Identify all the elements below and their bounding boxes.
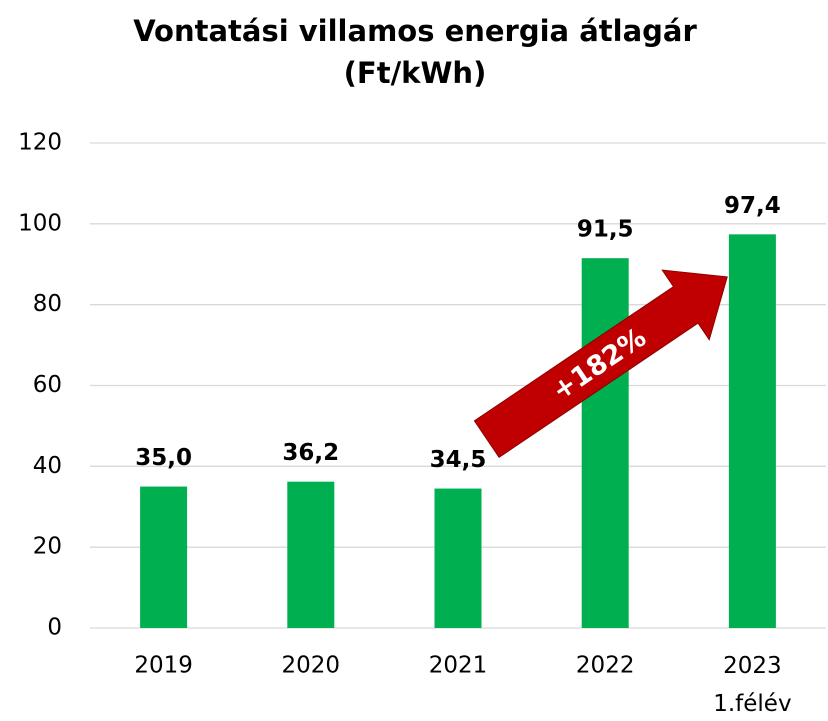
x-tick-label: 2019 — [134, 653, 193, 679]
x-tick-label: 2020 — [282, 653, 341, 679]
y-tick-label: 20 — [33, 534, 62, 560]
bar — [581, 258, 629, 628]
x-tick-label: 2021 — [429, 653, 488, 679]
y-tick-label: 40 — [33, 453, 62, 479]
value-label: 97,4 — [724, 193, 781, 219]
bar — [140, 486, 188, 628]
value-label: 35,0 — [135, 445, 192, 471]
bar — [434, 488, 482, 628]
value-label: 91,5 — [577, 217, 634, 243]
bar — [728, 234, 776, 628]
y-tick-label: 120 — [18, 130, 62, 156]
value-label: 34,5 — [430, 447, 487, 473]
y-tick-label: 80 — [33, 291, 62, 317]
x-tick-label: 2022 — [576, 653, 635, 679]
value-label: 36,2 — [282, 440, 339, 466]
y-tick-label: 100 — [18, 210, 62, 236]
x-tick-label: 2023 1.félév — [713, 653, 791, 717]
chart-subtitle: (Ft/kWh) — [344, 56, 487, 90]
bar — [287, 481, 335, 628]
y-tick-label: 0 — [47, 615, 62, 641]
chart-title: Vontatási villamos energia átlagár — [133, 14, 697, 48]
arrow-shape — [473, 269, 728, 459]
y-tick-label: 60 — [33, 372, 62, 398]
